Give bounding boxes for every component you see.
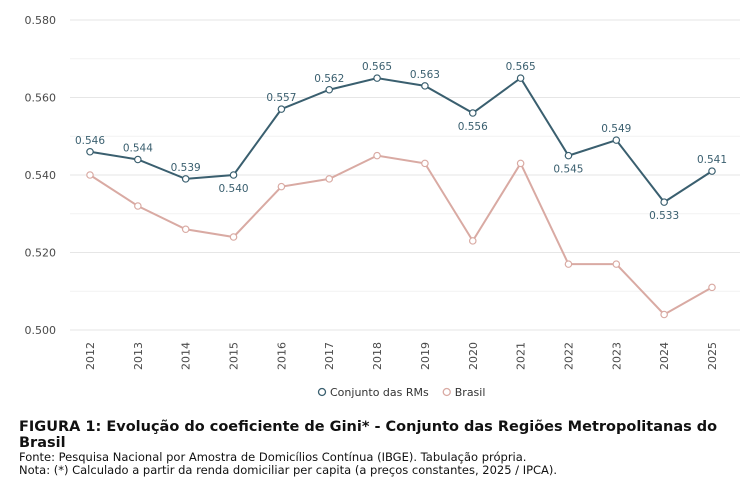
data-point [325,85,334,94]
x-axis: 2012 2013 2014 2015 2016 2017 2018 2019 2020 2021… [84,342,719,370]
x-tick-label: 2022 [562,342,575,370]
data-label: 0.545 [553,164,583,176]
data-label: 0.549 [601,123,631,135]
data-point [516,159,525,168]
legend-marker [442,387,451,397]
series-lines [89,76,713,316]
gridlines [70,19,740,331]
figure-source: Fonte: Pesquisa Nacional por Amostra de … [19,450,527,464]
data-label: 0.539 [171,162,201,174]
data-point [516,74,525,82]
data-labels: 0.546 0.544 0.539 0.540 0.557 0.562 0.565 0.563… [75,61,727,222]
data-point [708,167,716,175]
x-tick-label: 2024 [658,342,671,370]
data-point [134,155,142,164]
data-point [325,175,334,183]
data-point [708,283,716,292]
x-tick-label: 2018 [371,342,384,370]
data-point [660,198,668,206]
data-label: 0.557 [266,92,296,104]
figure-caption: FIGURA 1: Evolução do coeficiente de Gin… [19,419,739,477]
data-point [373,74,381,82]
x-tick-label: 2017 [323,342,336,370]
data-point [229,233,238,241]
data-point [660,310,668,319]
x-tick-label: 2025 [706,342,719,370]
data-point [134,202,142,210]
x-tick-label: 2014 [180,342,193,370]
data-point [229,171,238,179]
data-point [181,175,190,183]
data-point [86,147,94,156]
x-tick-label: 2023 [610,342,623,370]
data-label: 0.556 [458,121,488,133]
data-point [564,260,573,268]
data-point [468,237,477,245]
data-point [421,82,429,90]
x-tick-label: 2015 [228,342,241,370]
y-tick-label: 0.560 [25,92,57,105]
legend-label: Conjunto das RMs [330,386,429,399]
data-point [421,159,429,168]
legend-label: Brasil [455,386,486,399]
x-tick-label: 2013 [132,342,145,370]
data-label: 0.562 [314,73,344,85]
data-label: 0.546 [75,135,105,147]
data-point [181,225,190,234]
y-axis: 0.500 0.520 0.540 0.560 0.580 [25,14,57,337]
series-line [89,76,713,204]
y-tick-label: 0.580 [25,14,57,27]
data-label: 0.533 [649,210,679,222]
y-tick-label: 0.540 [25,169,57,182]
data-label: 0.565 [362,61,392,73]
legend: Conjunto das RMs Brasil [317,386,486,399]
data-point [86,171,94,179]
data-point [373,151,381,160]
x-tick-label: 2020 [467,342,480,370]
y-tick-label: 0.520 [25,247,57,260]
data-point [277,182,286,191]
data-label: 0.540 [219,183,249,195]
legend-marker [317,387,327,397]
series-line [89,154,713,316]
series-points [86,74,716,319]
x-tick-label: 2021 [515,342,528,370]
data-label: 0.544 [123,143,153,155]
data-point [612,260,621,268]
data-label: 0.541 [697,154,727,166]
figure-title: FIGURA 1: Evolução do coeficiente de Gin… [19,419,718,451]
data-point [612,136,621,144]
data-point [468,109,477,117]
data-label: 0.565 [506,61,536,73]
data-point [277,105,286,113]
data-point [564,151,573,160]
x-tick-label: 2012 [84,342,97,370]
x-tick-label: 2019 [419,342,432,370]
x-tick-label: 2016 [275,342,288,370]
data-label: 0.563 [410,69,440,81]
figure-note: Nota: (*) Calculado a partir da renda do… [19,463,558,477]
y-tick-label: 0.500 [25,324,57,337]
